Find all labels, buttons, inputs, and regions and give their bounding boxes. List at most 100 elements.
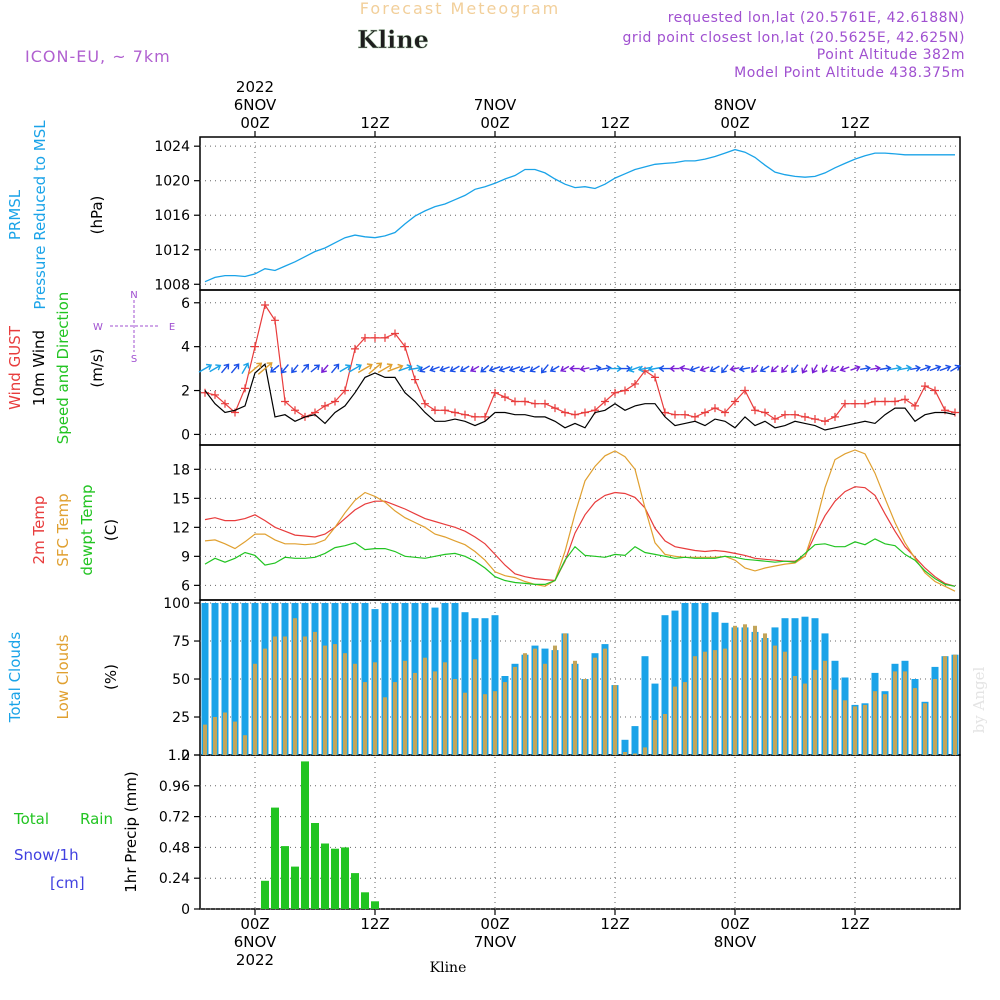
y-tick-label: 50 [172, 672, 190, 688]
low-cloud-bar [203, 724, 207, 755]
gust-marker [691, 412, 699, 421]
bottom-time-label: 12Z [840, 915, 869, 933]
low-cloud-bar [293, 618, 297, 755]
total-cloud-bar [211, 603, 219, 755]
precip-unit: 1hr Precip (mm) [122, 771, 140, 892]
wind-direction-arrow [569, 365, 580, 373]
total-cloud-bar [241, 603, 249, 755]
wind-direction-arrow [579, 365, 590, 373]
wind-label-gust: Wind GUST [6, 325, 24, 410]
precip-bar [361, 892, 369, 909]
low-cloud-bar [663, 714, 667, 755]
wind-direction-arrow [658, 365, 671, 373]
gust-marker [561, 408, 569, 417]
gust-marker [731, 397, 739, 406]
wind-direction-arrow [850, 364, 861, 372]
wind-direction-arrow [291, 364, 299, 374]
low-cloud-bar [383, 697, 387, 755]
y-tick-label: 1012 [154, 243, 190, 259]
low-cloud-bar [733, 625, 737, 755]
wind-direction-arrow [280, 364, 289, 374]
wind-direction-arrow [830, 365, 840, 373]
low-cloud-bar [603, 648, 607, 755]
low-cloud-bar [823, 660, 827, 755]
wind-direction-arrow [321, 364, 329, 374]
precip-label-cm: [cm] [50, 874, 85, 892]
gust-marker [801, 412, 809, 421]
low-cloud-bar [863, 704, 867, 755]
y-tick-label: 18 [172, 462, 190, 478]
gust-marker [481, 412, 489, 421]
wind-label-speed-dir: Speed and Direction [54, 292, 72, 445]
low-cloud-bar [833, 689, 837, 755]
total-cloud-bar [621, 739, 629, 755]
low-cloud-bar [423, 657, 427, 755]
top-time-label: 12Z [360, 114, 389, 132]
gust-marker [571, 410, 579, 419]
low-cloud-bar [713, 650, 717, 755]
gust-marker [541, 399, 549, 408]
y-tick-label: 0.48 [159, 840, 190, 856]
y-tick-label: 12 [172, 520, 190, 536]
low-cloud-bar [263, 648, 267, 755]
gust-marker [461, 410, 469, 419]
wind-direction-arrow [770, 365, 779, 373]
gust-marker [841, 399, 849, 408]
low-cloud-bar [643, 747, 647, 755]
wind-direction-arrow [270, 364, 280, 373]
total-cloud-bar [651, 683, 659, 755]
y-tick-label: 75 [172, 634, 190, 650]
gust-marker [711, 404, 719, 413]
wind-speed-line [204, 363, 956, 431]
wind-direction-arrow [549, 365, 560, 373]
wind-direction-arrow [781, 364, 789, 373]
low-cloud-bar [803, 683, 807, 755]
gust-marker [271, 316, 279, 325]
wind-direction-arrow [860, 364, 871, 372]
top-time-label: 12Z [840, 114, 869, 132]
low-cloud-bar [653, 720, 657, 755]
wind-direction-arrow [879, 364, 892, 372]
gust-marker [921, 382, 929, 391]
top-time-label: 2022 [236, 78, 274, 96]
pressure-label-prmsl: PRMSL [6, 189, 24, 240]
bottom-time-label: 00Z [480, 915, 509, 933]
top-time-label: 12Z [600, 114, 629, 132]
wind-direction-arrow [689, 365, 700, 373]
compass-west-label: W [93, 322, 103, 333]
wind-direction-arrow [751, 364, 759, 373]
low-cloud-bar [873, 691, 877, 755]
gust-marker [581, 408, 589, 417]
total-cloud-bar [391, 603, 399, 755]
gust-marker [861, 399, 869, 408]
low-cloud-bar [313, 631, 317, 755]
total-cloud-bar [361, 603, 369, 755]
y-tick-label: 0.24 [159, 871, 190, 887]
wind-direction-arrow [357, 363, 373, 374]
gust-marker [751, 406, 759, 415]
gust-marker [851, 399, 859, 408]
gust-marker [761, 408, 769, 417]
wind-direction-arrow [811, 364, 818, 374]
gust-marker [931, 386, 939, 395]
sfc-temp-line [204, 449, 956, 592]
wind-direction-arrow [310, 364, 320, 373]
low-cloud-bar [913, 688, 917, 755]
gust-marker [321, 401, 329, 410]
wind-direction-arrow [248, 362, 263, 375]
gust-marker [511, 397, 519, 406]
low-cloud-bar [943, 656, 947, 755]
gust-marker [401, 342, 409, 351]
precip-bar [341, 847, 349, 909]
precip-bar [351, 873, 359, 909]
credit-watermark: by Angel [970, 666, 988, 733]
bottom-time-label: 2022 [236, 951, 274, 969]
wind-direction-arrow [589, 364, 602, 372]
wind-direction-arrow [870, 364, 881, 372]
pressure-unit: (hPa) [88, 196, 106, 235]
low-cloud-bar [693, 656, 697, 755]
gust-marker [331, 397, 339, 406]
compass-south-label: S [131, 354, 137, 365]
y-tick-label: 1016 [154, 208, 190, 224]
